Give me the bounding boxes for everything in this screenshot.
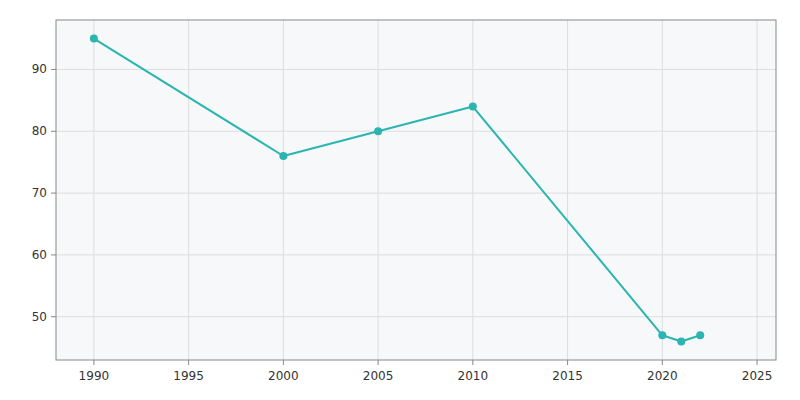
grid-line-y [56, 131, 776, 132]
tick-y [51, 131, 56, 132]
tick-x [378, 360, 379, 365]
tick-x [757, 360, 758, 365]
point [279, 152, 287, 160]
point [696, 331, 704, 339]
grid-line-x [472, 20, 473, 360]
tick-label-x: 2020 [647, 369, 678, 383]
grid-line-y [56, 254, 776, 255]
tick-label-x: 1990 [79, 369, 110, 383]
grid-line-x [93, 20, 94, 360]
tick-x [567, 360, 568, 365]
tick-y [51, 69, 56, 70]
point [90, 35, 98, 43]
tick-label-x: 2010 [458, 369, 489, 383]
tick-x [188, 360, 189, 365]
plot-area [56, 20, 776, 360]
tick-x [472, 360, 473, 365]
grid-line-y [56, 69, 776, 70]
chart: 1990 1995 2000 2005 2010 2015 2020 2025 50 60 70 80… [0, 0, 800, 400]
grid-line-x [283, 20, 284, 360]
tick-label-x: 2000 [268, 369, 299, 383]
tick-label-x: 2025 [742, 369, 773, 383]
grid-line-x [378, 20, 379, 360]
tick-x [662, 360, 663, 365]
line [94, 39, 700, 342]
tick-x [93, 360, 94, 365]
grid-line-x [567, 20, 568, 360]
grid-line-x [662, 20, 663, 360]
tick-label-y: 90 [32, 62, 47, 76]
point [677, 337, 685, 345]
grid-line-y [56, 316, 776, 317]
grid-line-y [56, 193, 776, 194]
point [469, 103, 477, 111]
plot-frame [56, 20, 776, 360]
grid-line-x [757, 20, 758, 360]
tick-label-x: 2005 [363, 369, 394, 383]
grid [56, 20, 776, 360]
tick-label-y: 70 [32, 186, 47, 200]
tick-y [51, 254, 56, 255]
tick-label-y: 60 [32, 248, 47, 262]
tick-label-y: 80 [32, 124, 47, 138]
point [374, 127, 382, 135]
tick-y [51, 193, 56, 194]
grid-line-x [188, 20, 189, 360]
tick-label-y: 50 [32, 310, 47, 324]
axes: 1990 1995 2000 2005 2010 2015 2020 2025 50 60 70 80… [32, 62, 773, 383]
tick-label-x: 1995 [173, 369, 204, 383]
tick-y [51, 316, 56, 317]
point [658, 331, 666, 339]
series [90, 35, 704, 346]
tick-x [283, 360, 284, 365]
tick-label-x: 2015 [552, 369, 583, 383]
